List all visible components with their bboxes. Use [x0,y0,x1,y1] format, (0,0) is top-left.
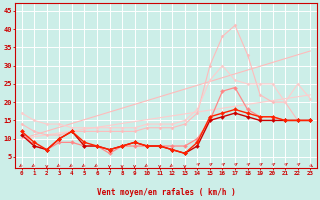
X-axis label: Vent moyen/en rafales ( km/h ): Vent moyen/en rafales ( km/h ) [97,188,236,197]
